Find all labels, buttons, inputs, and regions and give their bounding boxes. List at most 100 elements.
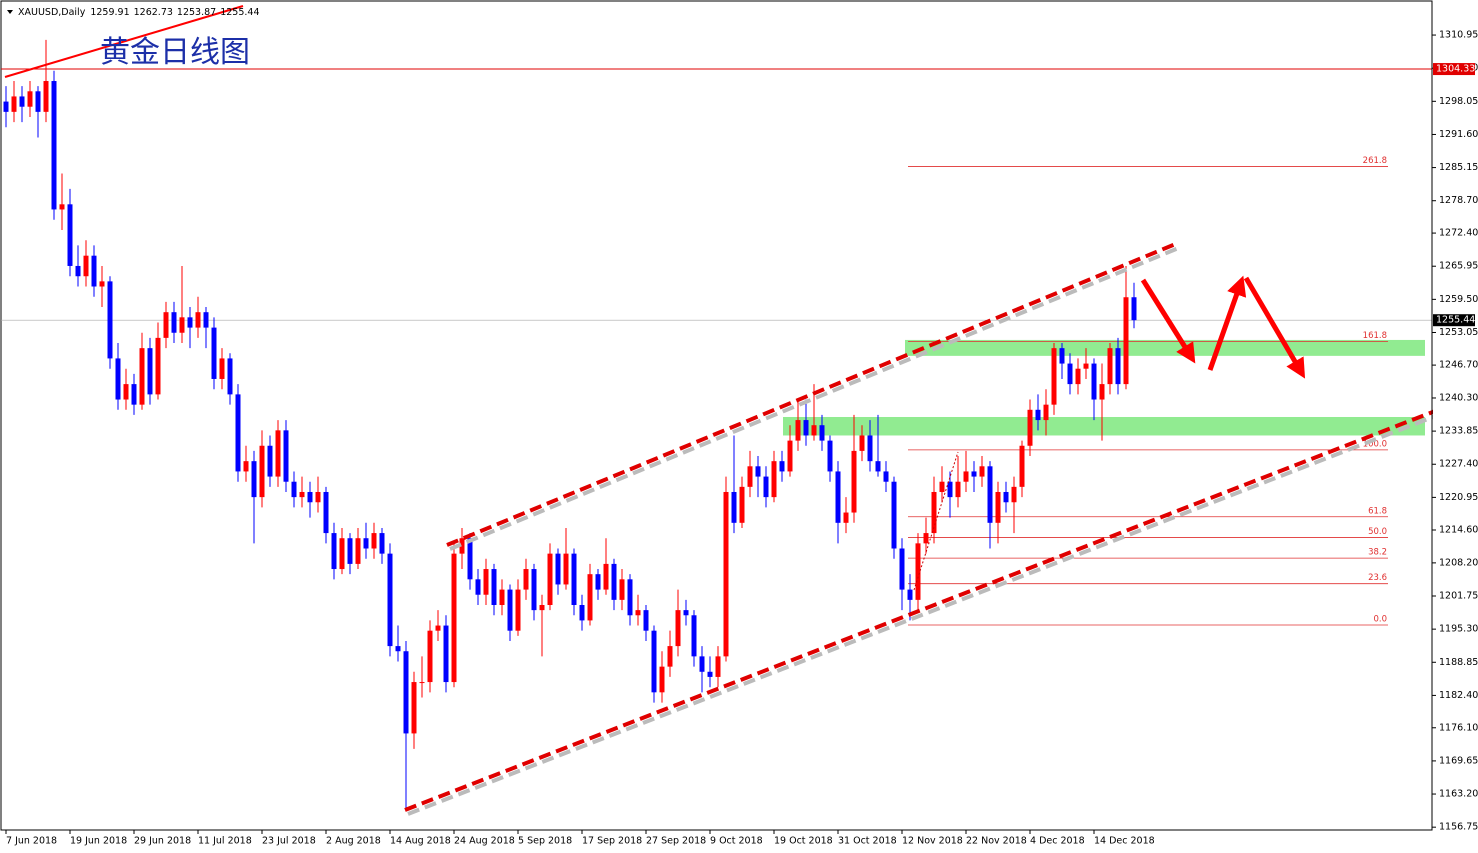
candle-body (723, 491, 729, 657)
candle-body (467, 538, 473, 580)
channel-upper (446, 241, 1179, 547)
x-tick-label: 17 Sep 2018 (582, 836, 642, 847)
candle-body (315, 491, 321, 503)
candle-body (643, 610, 649, 631)
candle-body (603, 563, 609, 590)
candle-body (187, 317, 193, 328)
candle-body (219, 358, 225, 379)
candle-body (651, 630, 657, 693)
y-tick-label: 1246.70 (1439, 360, 1478, 371)
candle-body (347, 538, 353, 564)
candle-body (1011, 486, 1017, 503)
fib-label: 100.0 (1363, 439, 1387, 449)
candle-body (899, 548, 905, 590)
high: 1262.73 (134, 7, 173, 18)
y-tick-label: 1163.20 (1439, 789, 1478, 800)
arrow (1140, 278, 1196, 364)
candle-body (507, 589, 513, 631)
candle-body (923, 533, 929, 544)
candle-body (3, 101, 9, 112)
candle-body (99, 281, 105, 287)
candle-body (179, 317, 185, 333)
y-tick-label: 1291.60 (1439, 129, 1478, 140)
x-tick-label: 27 Sep 2018 (646, 836, 706, 847)
candle-body (475, 579, 481, 595)
candle-body (931, 491, 937, 534)
price-tag (1433, 63, 1475, 76)
candle-body (123, 384, 129, 400)
candle-body (795, 420, 801, 441)
candle-body (1123, 297, 1129, 385)
candle-body (67, 204, 73, 266)
candle-body (811, 425, 817, 436)
header: XAUUSD,Daily 1259.91 1262.73 1253.87 1255.44 (7, 7, 260, 18)
candle-body (667, 646, 673, 667)
candle-body (403, 651, 409, 734)
candle-body (35, 91, 41, 112)
candle-body (827, 440, 833, 472)
candle-body (539, 605, 545, 611)
candle-body (355, 538, 361, 564)
x-tick-label: 5 Sep 2018 (518, 836, 572, 847)
candle-body (203, 312, 209, 328)
y-tick-label: 1220.95 (1439, 492, 1478, 503)
candle-body (1115, 348, 1121, 385)
x-tick-label: 23 Jul 2018 (262, 836, 316, 847)
candle-body (659, 666, 665, 693)
arrow (1243, 276, 1306, 379)
candle-body (1051, 348, 1057, 405)
candle-body (843, 512, 849, 523)
y-tick-label: 1310.95 (1439, 30, 1478, 41)
candle-body (987, 466, 993, 523)
low: 1253.87 (177, 7, 216, 18)
candle-body (739, 486, 745, 523)
channel-shadow (449, 245, 1182, 551)
x-tick-label: 19 Jun 2018 (70, 836, 127, 847)
candle-body (427, 630, 433, 683)
fib-label: 0.0 (1373, 615, 1387, 625)
candle-body (1131, 297, 1137, 321)
candle-body (939, 481, 945, 492)
candle-body (379, 533, 385, 554)
symbol: XAUUSD,Daily (18, 7, 86, 18)
fib-label: 50.0 (1368, 527, 1387, 537)
x-tick-label: 14 Aug 2018 (390, 836, 451, 847)
candle-body (619, 579, 625, 600)
x-tick-label: 4 Dec 2018 (1030, 836, 1085, 847)
y-tick-label: 1182.40 (1439, 690, 1478, 701)
candle-body (1059, 348, 1065, 364)
candle-body (699, 656, 705, 672)
candle-body (107, 281, 113, 359)
candle-body (307, 491, 313, 503)
y-tick-label: 1201.75 (1439, 591, 1478, 602)
candle-body (763, 476, 769, 498)
candle-body (523, 569, 529, 590)
candle-body (499, 589, 505, 605)
x-tick-label: 24 Aug 2018 (454, 836, 515, 847)
fib-anchor (913, 451, 959, 591)
y-tick-label: 1278.70 (1439, 195, 1478, 206)
candle-body (323, 491, 329, 534)
candle-body (803, 420, 809, 436)
candle-body (891, 481, 897, 549)
candle-body (235, 394, 241, 472)
menu-arrow (7, 10, 13, 14)
candle-body (163, 312, 169, 338)
candle-body (731, 491, 737, 523)
candle-body (83, 255, 89, 277)
candle-body (19, 96, 25, 107)
x-tick-label: 7 Jun 2018 (6, 836, 57, 847)
header-text: XAUUSD,Daily 1259.91 1262.73 1253.87 1255.44 (18, 7, 260, 18)
x-tick-label: 29 Jun 2018 (134, 836, 191, 847)
x-tick-label: 2 Aug 2018 (326, 836, 381, 847)
y-tick-label: 1188.85 (1439, 657, 1478, 668)
x-tick-label: 22 Nov 2018 (966, 836, 1027, 847)
candle-body (419, 682, 425, 684)
candle-body (491, 569, 497, 605)
candle-body (779, 461, 785, 472)
candle-body (435, 625, 441, 631)
candle-body (275, 430, 281, 477)
candle-body (171, 312, 177, 333)
fib-label: 261.8 (1363, 156, 1387, 166)
